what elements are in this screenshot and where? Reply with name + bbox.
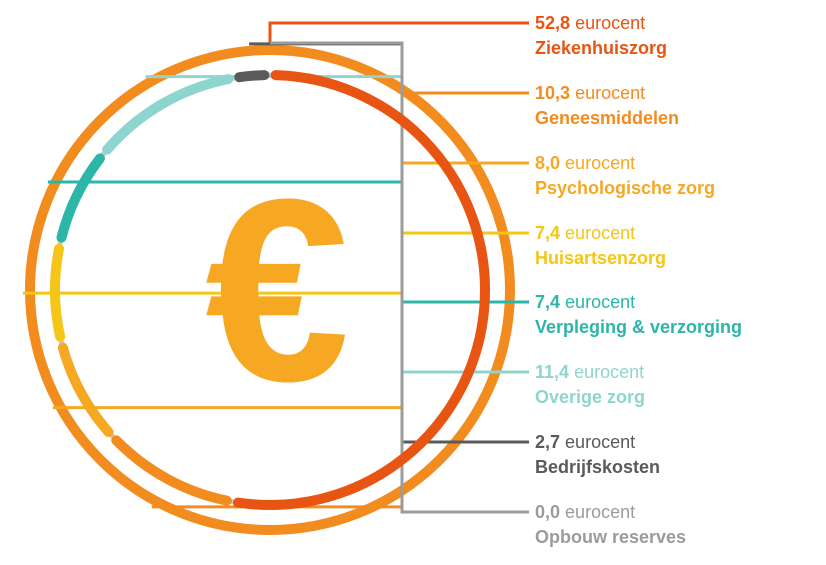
legend-value: 7,4 eurocent xyxy=(535,222,666,245)
legend-value-unit: eurocent xyxy=(575,83,645,103)
legend-value-number: 7,4 xyxy=(535,223,560,243)
legend-item-5: 11,4 eurocentOverige zorg xyxy=(535,361,645,408)
legend-item-1: 10,3 eurocentGeneesmiddelen xyxy=(535,82,679,129)
legend-value-unit: eurocent xyxy=(565,502,635,522)
legend-value-unit: eurocent xyxy=(565,223,635,243)
legend-label: Bedrijfskosten xyxy=(535,456,660,479)
legend-value: 52,8 eurocent xyxy=(535,12,667,35)
legend-item-7: 0,0 eurocentOpbouw reserves xyxy=(535,501,686,548)
legend-item-6: 2,7 eurocentBedrijfskosten xyxy=(535,431,660,478)
legend-value: 8,0 eurocent xyxy=(535,152,715,175)
legend-item-3: 7,4 eurocentHuisartsenzorg xyxy=(535,222,666,269)
legend-label: Geneesmiddelen xyxy=(535,107,679,130)
coin-chart: € xyxy=(0,0,826,560)
legend-value-number: 8,0 xyxy=(535,153,560,173)
legend-label: Verpleging & verzorging xyxy=(535,316,742,339)
legend-value: 7,4 eurocent xyxy=(535,291,742,314)
legend-value-number: 10,3 xyxy=(535,83,570,103)
legend-item-4: 7,4 eurocentVerpleging & verzorging xyxy=(535,291,742,338)
arc-3 xyxy=(55,249,60,337)
legend-value-number: 2,7 xyxy=(535,432,560,452)
legend-label: Overige zorg xyxy=(535,386,645,409)
legend-value-unit: eurocent xyxy=(565,432,635,452)
infographic-root: € 52,8 eurocentZiekenhuiszorg10,3 euroce… xyxy=(0,0,826,560)
legend-item-2: 8,0 eurocentPsychologische zorg xyxy=(535,152,715,199)
legend-value: 2,7 eurocent xyxy=(535,431,660,454)
legend-value-number: 52,8 xyxy=(535,13,570,33)
legend-value-unit: eurocent xyxy=(565,292,635,312)
connector-0 xyxy=(270,23,529,43)
legend-value-unit: eurocent xyxy=(565,153,635,173)
legend-label: Ziekenhuiszorg xyxy=(535,37,667,60)
legend-value: 0,0 eurocent xyxy=(535,501,686,524)
legend-value: 11,4 eurocent xyxy=(535,361,645,384)
legend-value-unit: eurocent xyxy=(574,362,644,382)
legend-value-number: 0,0 xyxy=(535,502,560,522)
euro-icon: € xyxy=(205,146,350,436)
arc-5 xyxy=(107,79,228,150)
legend-label: Opbouw reserves xyxy=(535,526,686,549)
arc-6 xyxy=(239,75,264,77)
legend-item-0: 52,8 eurocentZiekenhuiszorg xyxy=(535,12,667,59)
legend-label: Psychologische zorg xyxy=(535,177,715,200)
legend-value-number: 7,4 xyxy=(535,292,560,312)
legend-value-number: 11,4 xyxy=(535,362,569,382)
legend-label: Huisartsenzorg xyxy=(535,247,666,270)
legend-value: 10,3 eurocent xyxy=(535,82,679,105)
legend-value-unit: eurocent xyxy=(575,13,645,33)
